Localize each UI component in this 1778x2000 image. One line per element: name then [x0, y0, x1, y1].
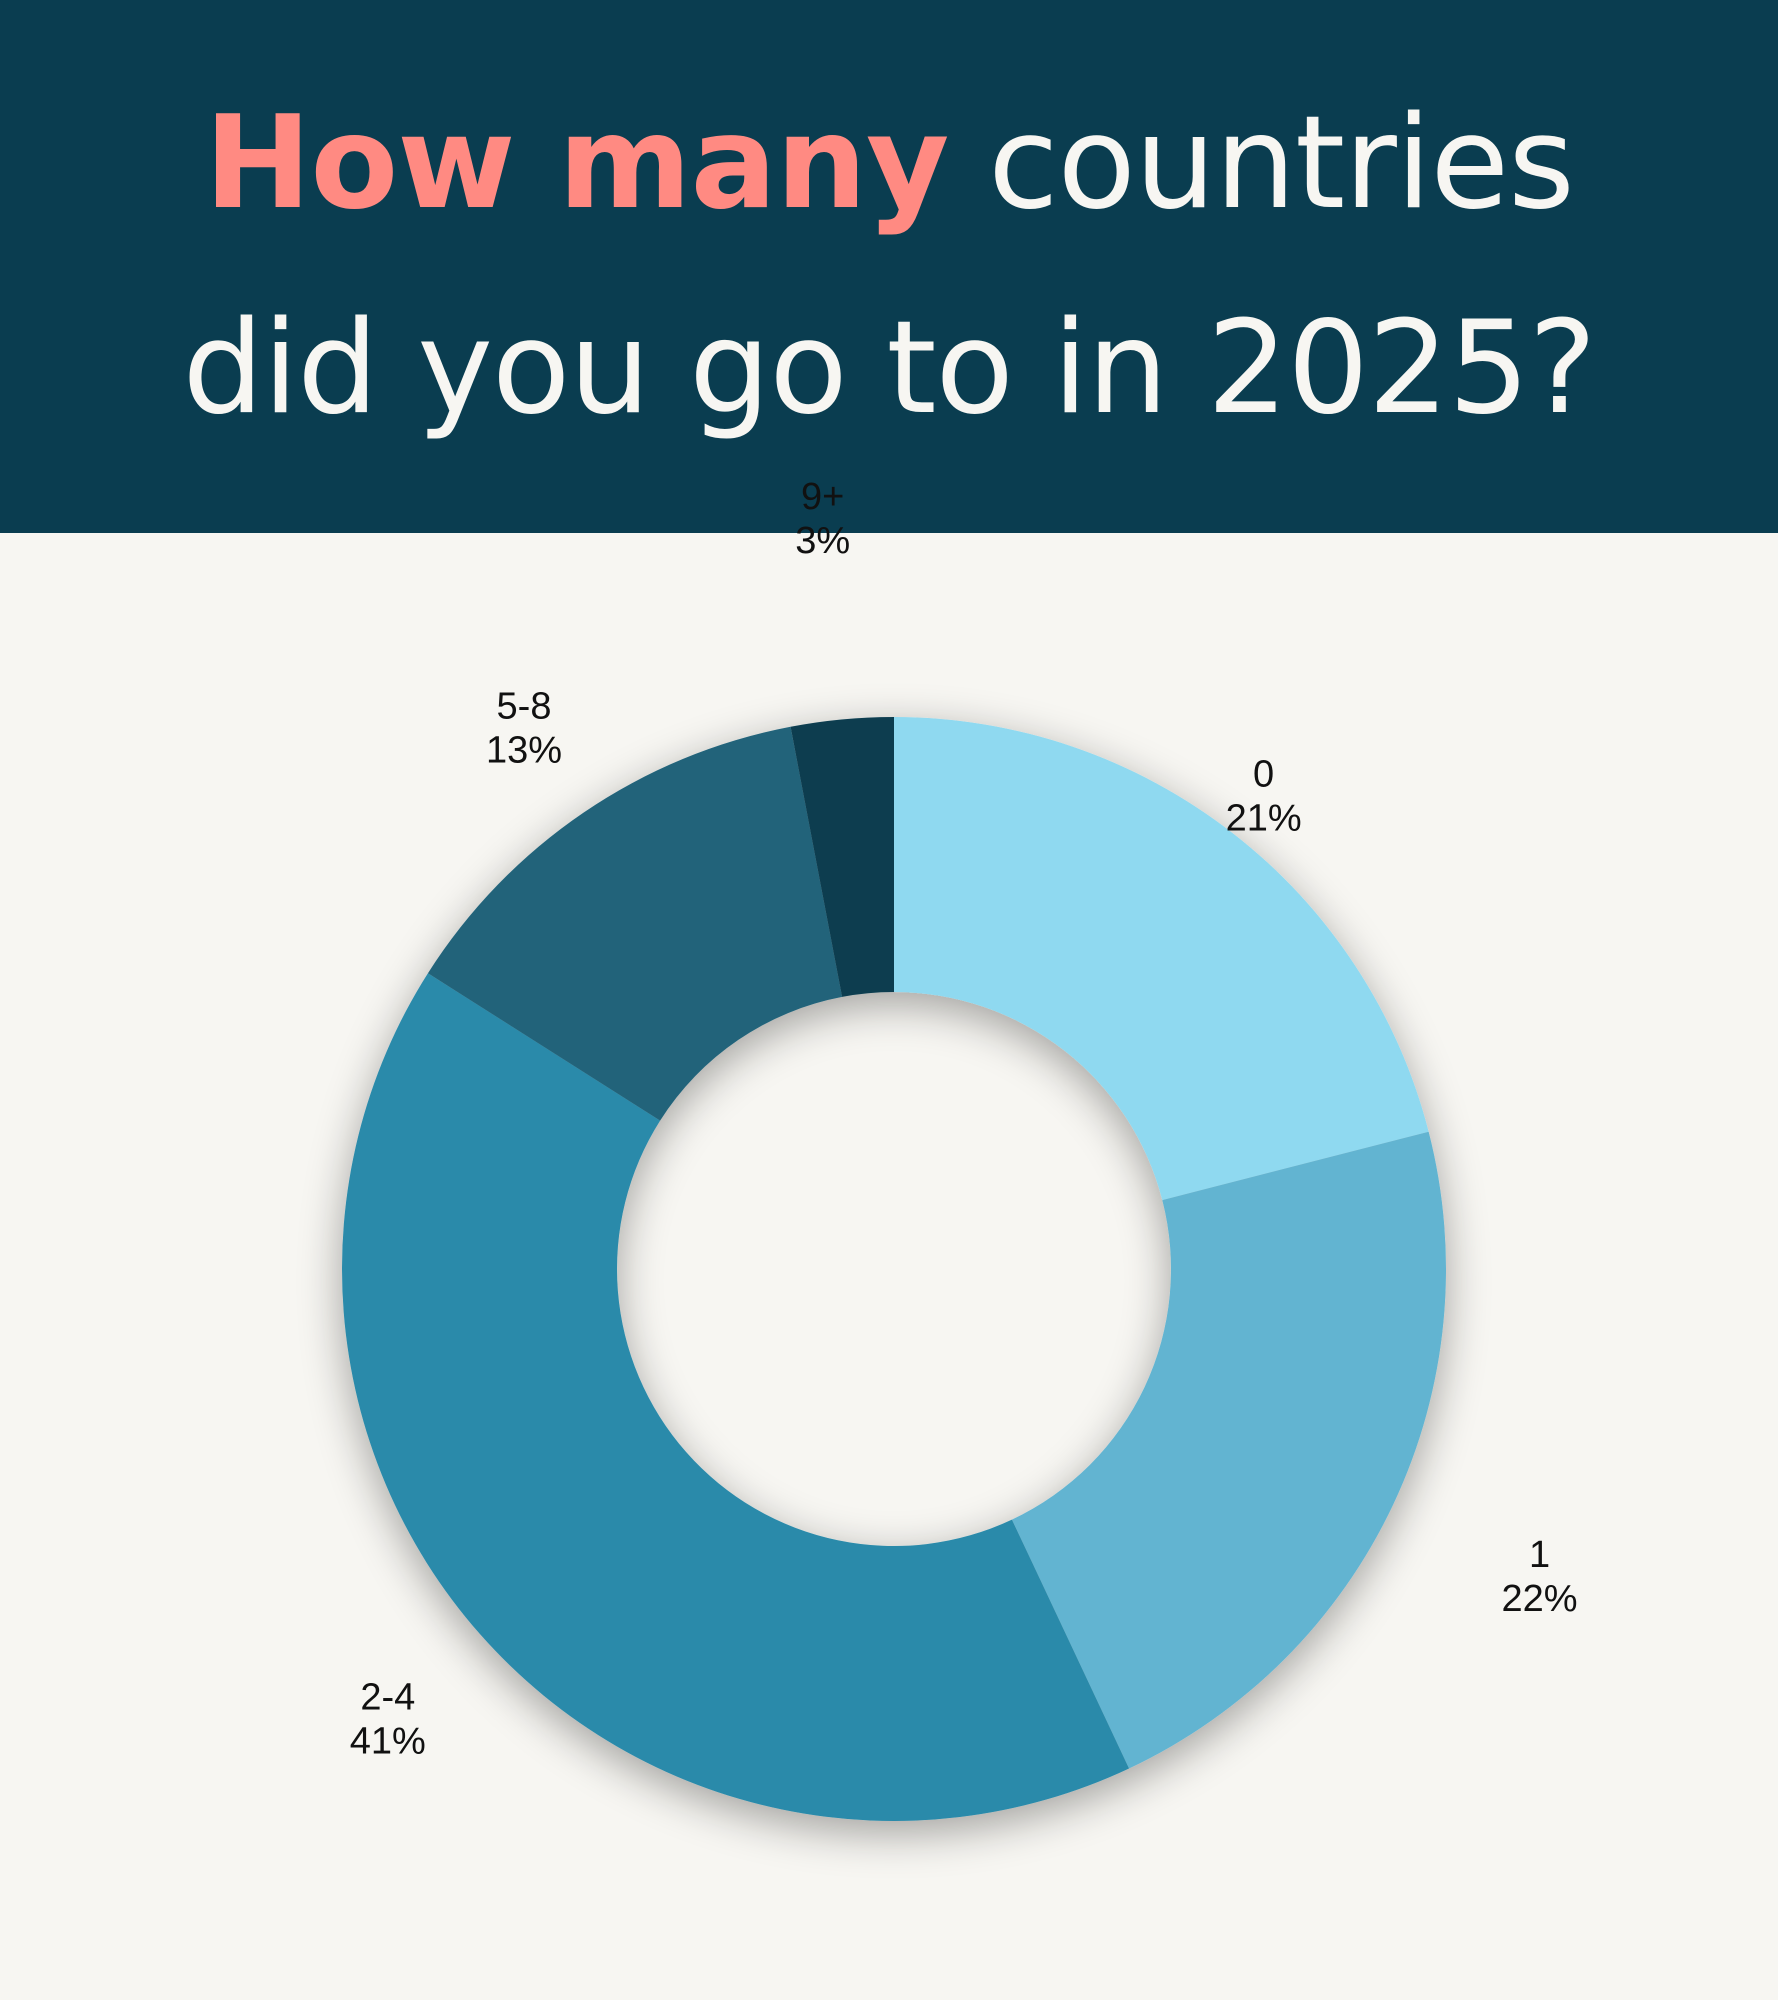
slice-category-label: 2-4 — [360, 1676, 415, 1718]
slice-label-2-4: 2-4 41% — [350, 1676, 426, 1762]
donut-slice-9+ — [790, 717, 894, 997]
chart-title-line-2: did you go to in 2025? — [182, 294, 1596, 443]
slice-category-label: 5-8 — [497, 686, 552, 728]
slice-label-5-8: 5-8 13% — [486, 686, 562, 772]
slice-category-label: 1 — [1529, 1534, 1550, 1576]
slice-value-label: 3% — [795, 520, 850, 562]
title-line1-rest: countries — [948, 89, 1575, 238]
slice-label-9+: 9+ 3% — [795, 476, 850, 562]
slice-label-0: 0 21% — [1226, 754, 1302, 840]
title-highlight: How many — [204, 89, 949, 238]
slice-value-label: 13% — [486, 730, 562, 772]
donut-slice-5-8 — [427, 726, 843, 1121]
header-banner: How many countries did you go to in 2025… — [0, 0, 1778, 533]
slice-label-1: 1 22% — [1502, 1534, 1578, 1620]
donut-slice-1 — [1011, 1131, 1447, 1769]
slice-category-label: 0 — [1253, 754, 1274, 796]
donut-slice-2-4 — [342, 973, 1130, 1821]
slice-category-label: 9+ — [801, 476, 844, 518]
slice-value-label: 21% — [1226, 798, 1302, 840]
slice-value-label: 22% — [1502, 1578, 1578, 1620]
chart-title-line-1: How many countries — [0, 100, 1778, 228]
slice-value-label: 41% — [350, 1720, 426, 1762]
donut-slice-0 — [894, 717, 1429, 1201]
